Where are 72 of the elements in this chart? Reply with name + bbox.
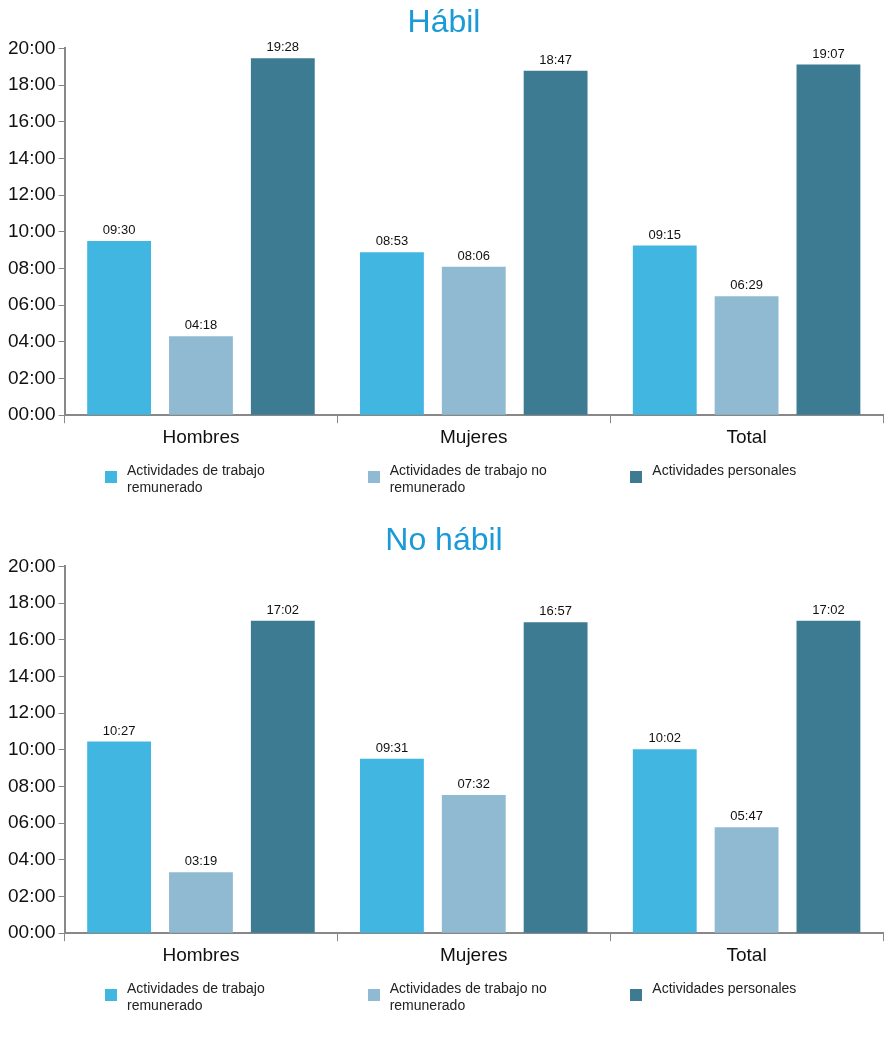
y-tick-label: 04:00 [8,848,56,870]
y-tick-label: 08:00 [8,256,56,278]
bar [632,245,697,415]
legend-label: Actividades de trabajo remunerado [127,980,266,1014]
y-tick-label: 10:00 [8,220,56,242]
data-label: 04:18 [184,317,218,333]
y-tick-label: 08:00 [8,774,56,796]
y-tick-label: 00:00 [8,403,56,425]
data-label: 05:47 [730,808,763,824]
data-label: 18:47 [539,51,572,67]
bar [87,240,152,415]
y-tick-label: 00:00 [8,921,56,943]
x-tick-label: Hombres [162,943,240,965]
data-label: 16:57 [539,603,572,619]
x-tick-label: Mujeres [439,943,508,965]
data-label: 17:02 [812,601,845,617]
y-tick-label: 20:00 [8,36,56,58]
legend-label: Actividades de trabajo remunerado [127,462,266,496]
bar [169,872,233,933]
data-label: 19:07 [812,45,845,61]
data-label: 08:06 [457,247,491,263]
data-label: 10:27 [102,722,136,738]
data-label: 09:31 [375,739,409,755]
x-tick-label: Total [726,425,767,447]
data-label: 08:53 [375,233,409,249]
x-tick-label: Hombres [162,425,240,447]
x-tick-label: Total [726,943,767,965]
bar [360,252,424,415]
y-tick-label: 06:00 [8,811,56,833]
bar [523,622,588,933]
bar [796,620,861,933]
bar [632,749,697,933]
y-tick-label: 06:00 [8,293,56,315]
y-tick-label: 20:00 [8,554,56,576]
x-tick-label: Mujeres [439,425,508,447]
bar [250,620,315,933]
y-tick-label: 16:00 [8,627,56,649]
y-tick-label: 12:00 [8,701,56,723]
data-label: 19:28 [266,39,300,55]
data-label: 09:30 [102,222,136,238]
y-tick-label: 12:00 [8,183,56,205]
y-tick-label: 16:00 [8,109,56,131]
y-tick-label: 14:00 [8,146,56,168]
y-tick-label: 18:00 [8,591,56,613]
bar [796,64,861,415]
data-label: 03:19 [184,853,218,869]
y-tick-label: 02:00 [8,366,56,388]
data-label: 07:32 [457,776,491,792]
legend-label: Actividades personales [652,980,798,997]
chart-title: No hábil [385,521,503,558]
data-label: 09:15 [648,226,682,242]
bar [714,827,779,933]
y-tick-label: 02:00 [8,884,56,906]
y-tick-label: 04:00 [8,330,56,352]
bar [360,758,424,933]
legend-label: Actividades de trabajo no remunerado [389,980,548,1014]
y-tick-label: 14:00 [8,664,56,686]
bar [523,70,588,415]
bar [714,296,779,415]
legend-label: Actividades personales [652,462,798,479]
bar [87,741,152,933]
chart-title: Hábil [407,3,481,40]
data-label: 06:29 [730,277,763,293]
bar [169,336,233,415]
bar [250,58,315,415]
legend-label: Actividades de trabajo no remunerado [389,462,548,496]
data-label: 10:02 [648,730,682,746]
bar [441,266,506,415]
y-tick-label: 18:00 [8,73,56,95]
bar [441,795,506,933]
y-tick-label: 10:00 [8,738,56,760]
data-label: 17:02 [266,601,300,617]
